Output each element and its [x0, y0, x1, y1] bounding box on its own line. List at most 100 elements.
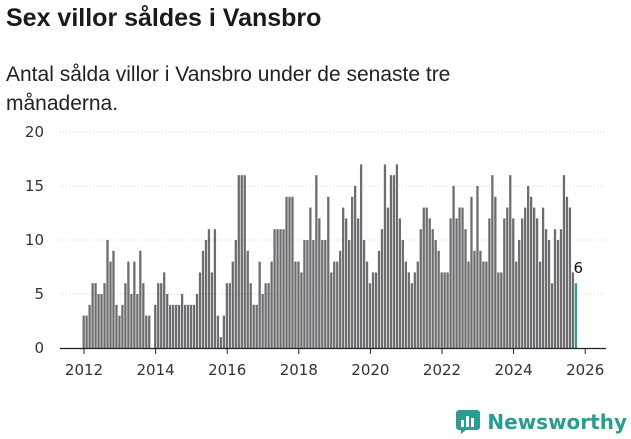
labels: 0 5 10 15 20 2012 2014 2016 2018 2020 2022 2024 2026… — [25, 123, 604, 379]
bar — [312, 240, 315, 348]
bar — [166, 294, 169, 348]
bar — [315, 175, 318, 348]
bar — [452, 186, 455, 348]
brand-name: Newsworthy — [487, 410, 627, 434]
bar — [88, 304, 91, 348]
bar — [389, 175, 393, 348]
bar — [82, 315, 85, 348]
bar — [91, 283, 94, 348]
bar — [231, 261, 234, 348]
bar — [374, 272, 378, 348]
bar — [300, 272, 303, 348]
bar — [124, 283, 127, 348]
bar — [160, 283, 163, 348]
bar — [416, 261, 419, 348]
bar — [243, 175, 246, 348]
bar — [321, 240, 324, 348]
bar — [237, 175, 240, 348]
bar — [488, 218, 491, 348]
bar — [207, 229, 211, 348]
bar — [541, 207, 545, 348]
x-tick-label: 2020 — [351, 361, 389, 379]
bar — [249, 283, 252, 348]
bar — [512, 218, 515, 348]
bar — [252, 304, 255, 348]
bar — [297, 261, 300, 348]
bar — [446, 272, 449, 348]
bar — [392, 175, 396, 348]
bar — [524, 207, 527, 348]
bar — [285, 196, 288, 348]
bar — [380, 229, 384, 348]
bar — [362, 240, 366, 348]
y-tick-label: 5 — [34, 285, 44, 303]
bar — [530, 196, 533, 348]
x-tick-label: 2016 — [208, 361, 246, 379]
bar — [401, 240, 404, 348]
bar — [291, 196, 294, 348]
bar — [455, 218, 458, 348]
x-tick-label: 2026 — [566, 361, 604, 379]
bar — [353, 186, 357, 348]
bar — [467, 261, 470, 348]
bar — [180, 294, 184, 348]
bar — [282, 229, 285, 348]
bar — [85, 315, 88, 348]
bar — [550, 283, 554, 348]
bar — [189, 304, 193, 348]
bar — [201, 250, 205, 348]
bar — [148, 315, 151, 348]
bar — [494, 196, 497, 348]
bar — [458, 207, 461, 348]
bar — [431, 229, 434, 348]
bar — [497, 272, 500, 348]
bar — [509, 175, 512, 348]
bar — [267, 283, 270, 348]
bar — [345, 218, 348, 348]
bar — [506, 207, 509, 348]
bar — [154, 304, 157, 348]
x-tick-label: 2014 — [137, 361, 175, 379]
bar — [213, 229, 217, 348]
bar — [443, 272, 446, 348]
bar — [169, 304, 172, 348]
bar — [535, 218, 539, 348]
bar — [330, 272, 333, 348]
bar — [288, 196, 291, 348]
newsworthy-icon — [456, 410, 481, 434]
bar — [485, 261, 488, 348]
bar — [479, 250, 482, 348]
bar — [359, 164, 363, 348]
y-tick-label: 0 — [34, 339, 44, 357]
bar — [276, 229, 279, 348]
bar — [413, 272, 416, 348]
bar — [103, 283, 106, 348]
bar — [559, 229, 563, 348]
bar — [553, 229, 557, 348]
bar — [500, 272, 503, 348]
bar — [192, 304, 196, 348]
bar — [142, 283, 145, 348]
bar — [386, 207, 390, 348]
bar — [264, 283, 267, 348]
gridlines — [60, 131, 606, 295]
bar — [503, 218, 506, 348]
bar — [186, 304, 190, 348]
bar — [115, 304, 118, 348]
bar — [565, 196, 569, 348]
bar — [94, 283, 97, 348]
bar — [240, 175, 243, 348]
bar — [556, 240, 560, 348]
bar — [139, 250, 142, 348]
bar — [258, 261, 261, 348]
bar — [177, 304, 181, 348]
bar — [109, 261, 112, 348]
bar — [434, 240, 437, 348]
bar — [377, 250, 381, 348]
bar — [521, 218, 524, 348]
bar — [395, 164, 399, 348]
chart-title: Sex villor såldes i Vansbro — [6, 4, 322, 32]
bar — [318, 218, 321, 348]
bar-latest — [574, 283, 578, 348]
bar — [428, 218, 431, 348]
